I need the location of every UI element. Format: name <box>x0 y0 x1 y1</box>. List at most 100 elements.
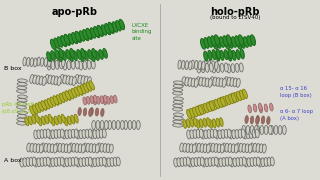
Ellipse shape <box>63 75 67 84</box>
Ellipse shape <box>213 129 217 138</box>
Ellipse shape <box>76 158 80 167</box>
Ellipse shape <box>90 130 94 139</box>
Ellipse shape <box>95 144 99 153</box>
Ellipse shape <box>28 116 32 125</box>
Ellipse shape <box>197 143 201 152</box>
Ellipse shape <box>201 130 205 139</box>
Ellipse shape <box>67 144 71 153</box>
Ellipse shape <box>172 108 182 111</box>
Ellipse shape <box>132 120 136 129</box>
Ellipse shape <box>250 116 254 124</box>
Ellipse shape <box>29 106 35 115</box>
Ellipse shape <box>196 120 199 128</box>
Ellipse shape <box>267 116 270 124</box>
Ellipse shape <box>57 77 61 85</box>
Ellipse shape <box>46 157 50 166</box>
Ellipse shape <box>216 51 220 61</box>
Ellipse shape <box>17 114 27 118</box>
Ellipse shape <box>278 125 282 134</box>
Ellipse shape <box>259 103 262 111</box>
Ellipse shape <box>255 129 259 138</box>
Ellipse shape <box>57 129 61 138</box>
Ellipse shape <box>93 26 99 37</box>
Ellipse shape <box>234 144 238 153</box>
Ellipse shape <box>35 103 41 113</box>
Ellipse shape <box>225 39 230 49</box>
Ellipse shape <box>75 143 79 152</box>
Ellipse shape <box>81 144 85 153</box>
Ellipse shape <box>87 29 92 39</box>
Ellipse shape <box>30 58 34 67</box>
Ellipse shape <box>264 158 268 166</box>
Ellipse shape <box>17 90 27 93</box>
Ellipse shape <box>61 143 65 152</box>
Ellipse shape <box>93 95 97 103</box>
Ellipse shape <box>268 125 272 134</box>
Ellipse shape <box>231 64 235 73</box>
Ellipse shape <box>75 75 79 83</box>
Ellipse shape <box>208 158 212 166</box>
Ellipse shape <box>197 157 201 166</box>
Ellipse shape <box>244 37 249 47</box>
Ellipse shape <box>47 98 53 108</box>
Ellipse shape <box>85 129 89 138</box>
Ellipse shape <box>79 130 83 139</box>
Ellipse shape <box>201 39 206 49</box>
Ellipse shape <box>206 102 212 112</box>
Ellipse shape <box>256 157 260 166</box>
Ellipse shape <box>253 143 257 152</box>
Ellipse shape <box>177 158 181 167</box>
Ellipse shape <box>89 81 94 90</box>
Ellipse shape <box>112 22 118 32</box>
Ellipse shape <box>29 157 33 166</box>
Ellipse shape <box>244 158 248 167</box>
Ellipse shape <box>62 92 68 101</box>
Ellipse shape <box>270 125 274 134</box>
Ellipse shape <box>204 51 208 61</box>
Ellipse shape <box>187 109 192 119</box>
Ellipse shape <box>78 107 81 116</box>
Ellipse shape <box>188 158 192 167</box>
Ellipse shape <box>41 57 44 66</box>
Ellipse shape <box>53 96 59 105</box>
Ellipse shape <box>189 61 192 70</box>
Ellipse shape <box>194 78 198 87</box>
Ellipse shape <box>240 49 244 59</box>
Ellipse shape <box>54 38 60 48</box>
Ellipse shape <box>119 19 124 30</box>
Ellipse shape <box>62 51 66 60</box>
Ellipse shape <box>55 60 59 69</box>
Ellipse shape <box>173 120 183 123</box>
Ellipse shape <box>232 130 236 139</box>
Ellipse shape <box>200 157 204 166</box>
Ellipse shape <box>116 21 121 31</box>
Text: B box: B box <box>4 66 22 71</box>
Ellipse shape <box>17 82 27 86</box>
Ellipse shape <box>43 129 47 138</box>
Ellipse shape <box>223 36 228 46</box>
Ellipse shape <box>236 39 242 49</box>
Ellipse shape <box>174 158 178 167</box>
Ellipse shape <box>200 143 204 152</box>
Ellipse shape <box>94 27 100 38</box>
Ellipse shape <box>204 103 209 113</box>
Ellipse shape <box>82 130 86 138</box>
Ellipse shape <box>89 143 93 152</box>
Ellipse shape <box>58 52 62 62</box>
Ellipse shape <box>209 101 213 111</box>
Ellipse shape <box>82 158 86 166</box>
Ellipse shape <box>104 95 107 103</box>
Ellipse shape <box>242 143 246 152</box>
Ellipse shape <box>46 129 50 138</box>
Ellipse shape <box>235 130 239 138</box>
Ellipse shape <box>51 39 56 50</box>
Ellipse shape <box>32 157 36 166</box>
Ellipse shape <box>76 32 81 42</box>
Ellipse shape <box>88 129 92 138</box>
Ellipse shape <box>186 143 190 152</box>
Ellipse shape <box>38 102 44 111</box>
Ellipse shape <box>238 35 244 46</box>
Ellipse shape <box>216 118 220 127</box>
Ellipse shape <box>213 77 217 86</box>
Ellipse shape <box>40 158 44 166</box>
